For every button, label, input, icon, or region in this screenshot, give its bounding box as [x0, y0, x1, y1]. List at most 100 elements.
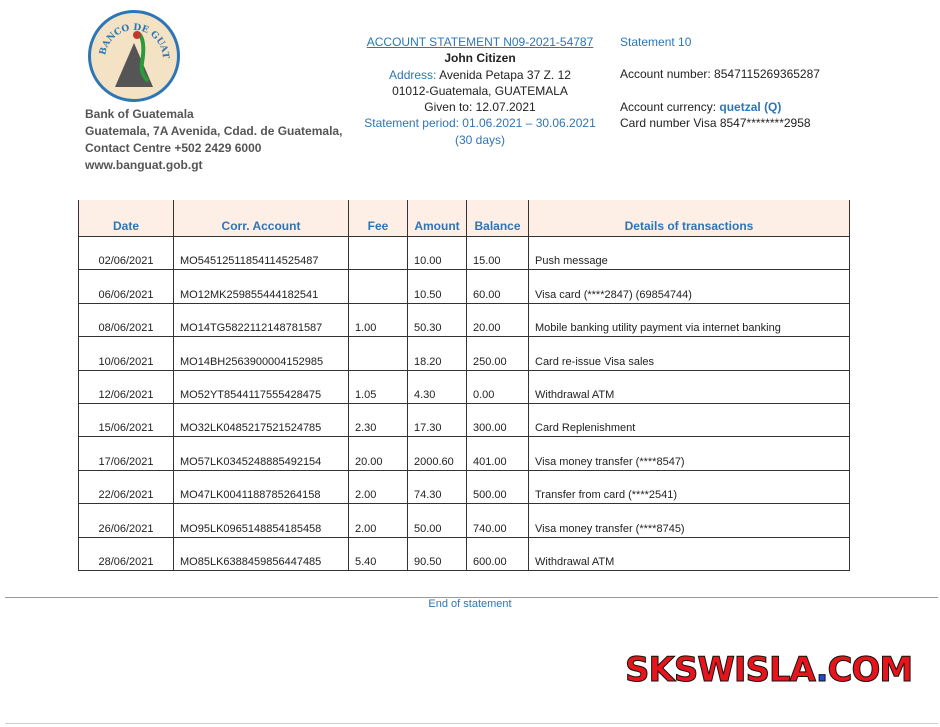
date-cell: 22/06/2021	[78, 470, 174, 505]
fee-cell: 20.00	[348, 436, 408, 471]
currency-label: Account currency:	[620, 99, 717, 114]
balance-cell: 500.00	[466, 470, 529, 505]
column-header: Details of transactions	[528, 200, 850, 237]
details-cell: Withdrawal ATM	[528, 370, 850, 404]
corr-account-cell: MO32LK0485217521524785	[173, 403, 349, 438]
account-number: Account number: 8547115269365287	[620, 67, 820, 82]
watermark-main: SKSWISLA	[625, 650, 818, 691]
details-cell: Transfer from card (****2541)	[528, 470, 850, 505]
amount-cell: 2000.60	[407, 436, 467, 471]
fee-cell: 1.05	[348, 370, 408, 404]
bank-website: www.banguat.gob.gt	[85, 158, 203, 172]
statement-days: (30 days)	[454, 132, 506, 147]
address-label: Address:	[389, 67, 437, 82]
table-row: 06/06/2021 MO12MK259855444182541 10.50 60.0…	[78, 269, 850, 304]
amount-cell: 10.00	[407, 236, 467, 271]
amount-cell: 90.50	[407, 537, 467, 571]
statement-number: Statement 10	[620, 35, 692, 49]
date-cell: 15/06/2021	[78, 403, 174, 438]
table-row: 28/06/2021 MO85LK6388459856447485 5.40 90.5…	[78, 537, 850, 571]
date-cell: 08/06/2021	[78, 303, 174, 338]
bottom-divider	[5, 723, 938, 724]
details-cell: Push message	[528, 236, 850, 271]
fee-cell: 5.40	[348, 537, 408, 571]
balance-cell: 20.00	[466, 303, 529, 338]
address-line1: Avenida Petapa 37 Z. 12	[439, 67, 571, 82]
divider	[5, 597, 938, 598]
table-row: 15/06/2021 MO32LK0485217521524785 2.30 17.3…	[78, 403, 850, 438]
corr-account-cell: MO47LK0041188785264158	[173, 470, 349, 505]
corr-account-cell: MO52YT8544117555428475	[173, 370, 349, 404]
amount-cell: 4.30	[407, 370, 467, 404]
fee-cell	[348, 236, 408, 271]
corr-account-cell: MO95LK0965148854185458	[173, 503, 349, 538]
amount-cell: 10.50	[407, 269, 467, 304]
fee-cell: 2.00	[348, 503, 408, 538]
details-cell: Withdrawal ATM	[528, 537, 850, 571]
statement-period: Statement period: 01.06.2021 – 30.06.202…	[364, 116, 596, 131]
column-header: Fee	[348, 200, 408, 237]
date-cell: 12/06/2021	[78, 370, 174, 404]
customer-name: John Citizen	[444, 51, 516, 66]
card-number: Card number Visa 8547********2958	[620, 115, 811, 130]
balance-cell: 15.00	[466, 236, 529, 271]
balance-cell: 600.00	[466, 537, 529, 571]
date-cell: 26/06/2021	[78, 503, 174, 538]
balance-cell: 0.00	[466, 370, 529, 404]
transactions-table: Date Corr. Account Fee Amount Balance Details…	[78, 200, 850, 571]
corr-account-cell: MO85LK6388459856447485	[173, 537, 349, 571]
table-row: 17/06/2021 MO57LK0345248885492154 20.00 200…	[78, 436, 850, 471]
corr-account-cell: MO12MK259855444182541	[173, 269, 349, 304]
watermark-dot: .	[815, 650, 829, 691]
amount-cell: 74.30	[407, 470, 467, 505]
details-cell: Card Replenishment	[528, 403, 850, 438]
column-header: Date	[78, 200, 174, 237]
corr-account-cell: MO14BH2563900004152985	[173, 336, 349, 371]
amount-cell: 50.00	[407, 503, 467, 538]
fee-cell: 2.00	[348, 470, 408, 505]
balance-cell: 300.00	[466, 403, 529, 438]
amount-cell: 18.20	[407, 336, 467, 371]
table-row: 26/06/2021 MO95LK0965148854185458 2.00 50.0…	[78, 503, 850, 538]
corr-account-cell: MO57LK0345248885492154	[173, 436, 349, 471]
column-header: Amount	[407, 200, 467, 237]
details-cell: Card re-issue Visa sales	[528, 336, 850, 371]
details-cell: Visa money transfer (****8547)	[528, 436, 850, 471]
details-cell: Visa card (****2847) (69854744)	[528, 269, 850, 304]
fee-cell	[348, 336, 408, 371]
balance-cell: 401.00	[466, 436, 529, 471]
date-cell: 06/06/2021	[78, 269, 174, 304]
fee-cell: 1.00	[348, 303, 408, 338]
given-to: Given to: 12.07.2021	[424, 100, 536, 115]
bank-logo: BANCO DE GUATEMALA	[86, 6, 180, 102]
table-row: 08/06/2021 MO14TG5822112148781587 1.00 50.3…	[78, 303, 850, 338]
amount-cell: 17.30	[407, 403, 467, 438]
table-row: 22/06/2021 MO47LK0041188785264158 2.00 74.3…	[78, 470, 850, 505]
watermark-logo: SKSWISLA.COM	[625, 650, 914, 691]
bank-info: Bank of Guatemala Guatemala, 7A Avenida,…	[85, 106, 342, 174]
date-cell: 17/06/2021	[78, 436, 174, 471]
bank-contact: Contact Centre +502 2429 6000	[85, 141, 262, 155]
table-row: 02/06/2021 MO54512511854114525487 10.00 15.…	[78, 236, 850, 271]
date-cell: 10/06/2021	[78, 336, 174, 371]
corr-account-cell: MO54512511854114525487	[173, 236, 349, 271]
details-cell: Mobile banking utility payment via inter…	[528, 303, 850, 338]
date-cell: 02/06/2021	[78, 236, 174, 271]
bank-name: Bank of Guatemala	[85, 107, 194, 121]
statement-title: ACCOUNT STATEMENT N09-2021-54787	[366, 35, 594, 49]
fee-cell: 2.30	[348, 403, 408, 438]
balance-cell: 740.00	[466, 503, 529, 538]
column-header: Balance	[466, 200, 529, 237]
date-cell: 28/06/2021	[78, 537, 174, 571]
table-row: 12/06/2021 MO52YT8544117555428475 1.05 4.30…	[78, 370, 850, 404]
table-row: 10/06/2021 MO14BH2563900004152985 18.20 250…	[78, 336, 850, 371]
details-cell: Visa money transfer (****8745)	[528, 503, 850, 538]
corr-account-cell: MO14TG5822112148781587	[173, 303, 349, 338]
watermark-tld: COM	[827, 650, 914, 691]
statement-header: ACCOUNT STATEMENT N09-2021-54787 John Ci…	[360, 34, 600, 148]
currency-value: quetzal (Q)	[719, 99, 782, 114]
account-info: Statement 10 Account number: 85471152693…	[620, 34, 820, 131]
address-line2: 01012-Guatemala, GUATEMALA	[392, 83, 568, 98]
balance-cell: 250.00	[466, 336, 529, 371]
column-header: Corr. Account	[173, 200, 349, 237]
